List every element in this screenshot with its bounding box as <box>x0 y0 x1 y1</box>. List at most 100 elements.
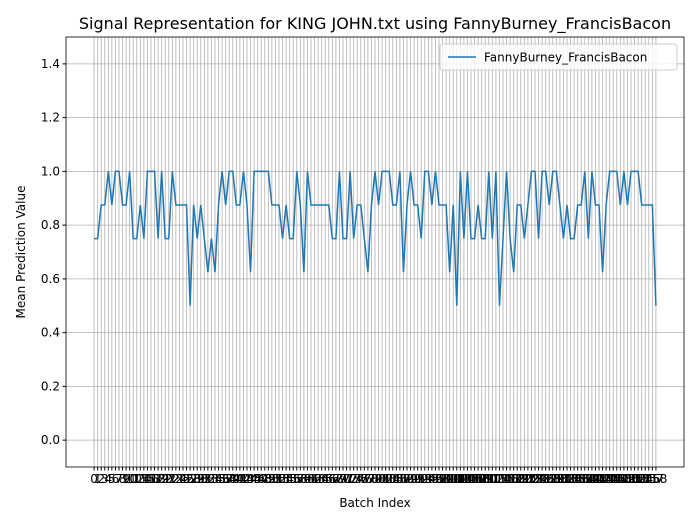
x-tick-label: 92 <box>414 472 429 486</box>
x-tick-label: 38 <box>222 472 237 486</box>
x-tick-label: 17 <box>147 472 162 486</box>
x-tick-label: 121 <box>513 472 536 486</box>
x-tick-label: 54 <box>278 472 293 486</box>
x-tick-label: 133 <box>556 472 579 486</box>
x-tick-label: 48 <box>257 472 272 486</box>
x-tick-label: 24 <box>172 472 187 486</box>
x-tick-label: 138 <box>573 472 596 486</box>
x-tick-label: 15 <box>140 472 155 486</box>
x-tick-label: 94 <box>421 472 436 486</box>
x-tick-label: 99 <box>438 472 453 486</box>
x-tick-label: 36 <box>214 472 229 486</box>
x-tick-label: 109 <box>470 472 493 486</box>
x-tick-label: 151 <box>620 472 643 486</box>
x-tick-label: 61 <box>303 472 318 486</box>
x-tick-label: 134 <box>559 472 582 486</box>
x-tick-label: 39 <box>225 472 240 486</box>
x-tick-label: 45 <box>246 472 261 486</box>
legend-label: FannyBurney_FrancisBacon <box>484 51 647 65</box>
x-tick-label: 84 <box>385 472 400 486</box>
x-tick-label: 12 <box>129 472 144 486</box>
x-tick-label: 31 <box>197 472 212 486</box>
x-tick-label: 108 <box>467 472 490 486</box>
x-tick-label: 153 <box>627 472 650 486</box>
x-tick-label: 26 <box>179 472 194 486</box>
x-tick-label: 150 <box>616 472 639 486</box>
y-tick-label: 0.0 <box>41 433 60 447</box>
x-tick-label: 14 <box>136 472 151 486</box>
x-tick-label: 27 <box>182 472 197 486</box>
x-tick-label: 132 <box>552 472 575 486</box>
x-tick-label: 43 <box>239 472 254 486</box>
x-tick-label: 107 <box>463 472 486 486</box>
x-tick-label: 145 <box>598 472 621 486</box>
x-tick-label: 125 <box>527 472 550 486</box>
x-tick-label: 63 <box>310 472 325 486</box>
x-tick-label: 10 <box>122 472 137 486</box>
x-tick-label: 148 <box>609 472 632 486</box>
x-tick-label: 29 <box>190 472 205 486</box>
x-tick-label: 155 <box>634 472 657 486</box>
x-tick-label: 119 <box>506 472 529 486</box>
x-tick-label: 6 <box>112 472 120 486</box>
x-tick-label: 13 <box>133 472 148 486</box>
x-tick-label: 28 <box>186 472 201 486</box>
x-tick-label: 50 <box>264 472 279 486</box>
x-tick-label: 106 <box>460 472 483 486</box>
x-tick-label: 82 <box>378 472 393 486</box>
x-tick-label: 100 <box>438 472 461 486</box>
x-tick-label: 21 <box>161 472 176 486</box>
x-tick-label: 142 <box>588 472 611 486</box>
x-tick-label: 105 <box>456 472 479 486</box>
x-tick-label: 59 <box>296 472 311 486</box>
x-tick-label: 0 <box>90 472 98 486</box>
x-tick-label: 51 <box>268 472 283 486</box>
x-tick-label: 93 <box>417 472 432 486</box>
x-tick-label: 72 <box>342 472 357 486</box>
x-tick-label: 11 <box>126 472 141 486</box>
plot-frame <box>65 36 685 468</box>
x-tick-label: 88 <box>399 472 414 486</box>
x-tick-label: 1 <box>94 472 102 486</box>
x-tick-label: 89 <box>403 472 418 486</box>
y-tick-label: 0.6 <box>41 272 60 286</box>
x-tick-label: 91 <box>410 472 425 486</box>
x-tick-label: 47 <box>254 472 269 486</box>
x-tick-label: 67 <box>325 472 340 486</box>
x-tick-label: 158 <box>644 472 667 486</box>
x-tick-label: 97 <box>431 472 446 486</box>
x-tick-label: 80 <box>371 472 386 486</box>
x-tick-label: 152 <box>623 472 646 486</box>
x-tick-label: 79 <box>367 472 382 486</box>
x-tick-label: 116 <box>495 472 518 486</box>
y-tick-label: 1.0 <box>41 164 60 178</box>
x-tick-label: 87 <box>396 472 411 486</box>
x-tick-label: 136 <box>566 472 589 486</box>
x-tick-label: 8 <box>119 472 127 486</box>
x-tick-label: 20 <box>158 472 173 486</box>
x-tick-label: 141 <box>584 472 607 486</box>
x-tick-label: 149 <box>612 472 635 486</box>
x-tick-label: 157 <box>641 472 664 486</box>
y-tick-label: 1.4 <box>41 57 60 71</box>
x-tick-label: 123 <box>520 472 543 486</box>
x-tick-label: 111 <box>477 472 500 486</box>
x-tick-label: 18 <box>150 472 165 486</box>
x-tick-label: 146 <box>602 472 625 486</box>
x-tick-label: 118 <box>502 472 525 486</box>
x-tick-label: 85 <box>389 472 404 486</box>
chart-title: Signal Representation for KING JOHN.txt … <box>79 14 671 34</box>
x-tick-label: 9 <box>122 472 130 486</box>
x-tick-label: 115 <box>492 472 515 486</box>
x-tick-label: 65 <box>318 472 333 486</box>
x-tick-label: 98 <box>435 472 450 486</box>
x-tick-label: 156 <box>637 472 660 486</box>
x-tick-label: 76 <box>357 472 372 486</box>
x-tick-label: 117 <box>499 472 522 486</box>
x-tick-label: 143 <box>591 472 614 486</box>
x-tick-label: 66 <box>321 472 336 486</box>
x-tick-label: 23 <box>168 472 183 486</box>
x-tick-label: 112 <box>481 472 504 486</box>
x-tick-label: 30 <box>193 472 208 486</box>
x-tick-label: 74 <box>350 472 365 486</box>
